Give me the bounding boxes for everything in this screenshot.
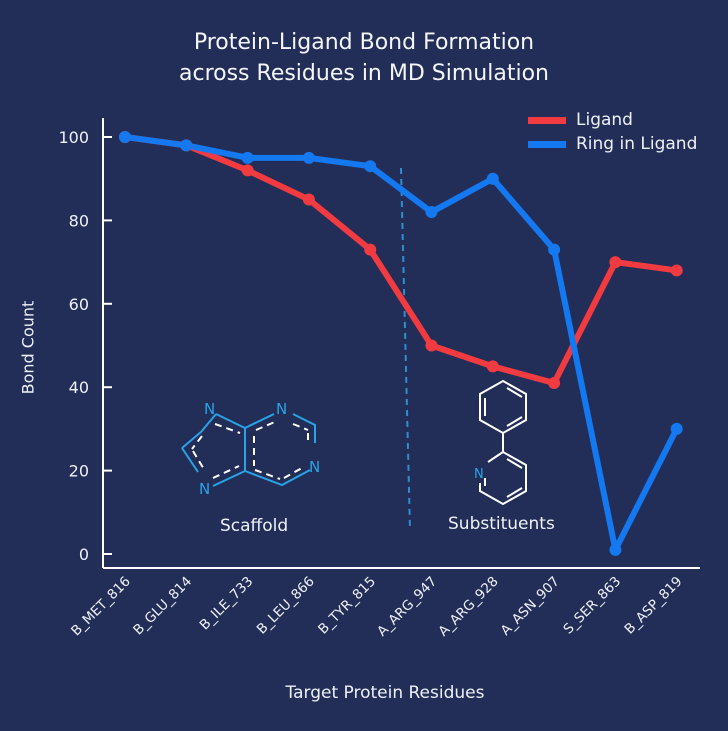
substituent-bonds <box>479 379 527 506</box>
scaffold-label: Scaffold <box>220 516 289 536</box>
data-point-ligand[interactable] <box>486 360 499 373</box>
substituents-label: Substituents <box>448 514 555 534</box>
data-point-ligand[interactable] <box>670 264 683 277</box>
data-point-ring-in-ligand[interactable] <box>609 543 622 556</box>
x-tick-label: B_TYR_815 <box>315 574 379 638</box>
legend: Ligand Ring in Ligand <box>528 108 697 156</box>
x-tick-label: B_ASP_819 <box>622 574 686 638</box>
x-tick-label: B_LEU_866 <box>254 574 318 638</box>
series-lines <box>122 134 680 553</box>
scaffold-molecule: N N N N <box>181 400 320 498</box>
chart-title-line-2: across Residues in MD Simulation <box>179 61 549 86</box>
series-points <box>119 131 683 556</box>
chart-title-line-1: Protein-Ligand Bond Formation <box>193 30 535 55</box>
data-point-ring-in-ligand[interactable] <box>119 131 131 143</box>
legend-swatch-ligand <box>528 116 566 124</box>
data-point-ligand[interactable] <box>425 339 438 352</box>
scaffold-atom-n: N <box>276 400 287 418</box>
y-tick-label: 100 <box>58 128 89 147</box>
scaffold-substituent-divider <box>400 167 411 531</box>
legend-label: Ring in Ligand <box>576 134 698 154</box>
y-tick-label: 80 <box>69 211 89 230</box>
y-ticks: 0 20 40 60 80 100 <box>58 128 112 564</box>
series-line-ring-in-ligand <box>122 134 680 553</box>
scaffold-aromatic-dashes <box>191 420 309 480</box>
data-point-ligand[interactable] <box>609 256 622 269</box>
x-axis-label: Target Protein Residues <box>285 683 485 703</box>
y-tick-label: 40 <box>69 378 89 397</box>
data-point-ring-in-ligand[interactable] <box>425 206 438 219</box>
legend-label: Ligand <box>576 110 633 130</box>
scaffold-atom-n: N <box>204 400 215 418</box>
substituents-molecule: N <box>474 379 527 506</box>
data-point-ring-in-ligand[interactable] <box>180 139 193 152</box>
scaffold-bonds <box>181 413 316 487</box>
data-point-ligand[interactable] <box>548 377 561 390</box>
x-tick-label: S_SER_863 <box>560 574 624 638</box>
legend-item-ligand[interactable]: Ligand <box>528 108 697 132</box>
y-axis-label: Bond Count <box>18 300 38 395</box>
y-tick-label: 20 <box>69 462 89 481</box>
data-point-ligand[interactable] <box>364 243 377 256</box>
scaffold-atom-n: N <box>309 458 320 476</box>
data-point-ring-in-ligand[interactable] <box>302 151 315 164</box>
data-point-ring-in-ligand[interactable] <box>548 243 561 256</box>
data-point-ring-in-ligand[interactable] <box>364 160 377 173</box>
x-tick-label: A_ASN_907 <box>498 574 563 639</box>
x-tick-label: A_ARG_947 <box>374 574 440 640</box>
data-point-ring-in-ligand[interactable] <box>670 422 683 435</box>
data-point-ring-in-ligand[interactable] <box>486 172 499 185</box>
x-tick-label: B_MET_816 <box>68 574 134 640</box>
legend-swatch-ring-in-ligand <box>528 140 566 148</box>
legend-item-ring-in-ligand[interactable]: Ring in Ligand <box>528 132 697 156</box>
x-tick-label: B_ILE_733 <box>197 574 257 634</box>
data-point-ligand[interactable] <box>241 164 254 177</box>
scaffold-atom-n: N <box>199 480 210 498</box>
data-point-ring-in-ligand[interactable] <box>241 151 254 164</box>
y-tick-label: 60 <box>69 295 89 314</box>
x-tick-label: B_GLU_814 <box>130 574 195 639</box>
substituent-atom-n: N <box>474 467 484 482</box>
series-line-ligand <box>122 134 680 387</box>
y-tick-label: 0 <box>79 545 89 564</box>
axes <box>102 118 700 569</box>
x-tick-label: A_ARG_928 <box>435 574 501 640</box>
data-point-ligand[interactable] <box>302 193 315 206</box>
